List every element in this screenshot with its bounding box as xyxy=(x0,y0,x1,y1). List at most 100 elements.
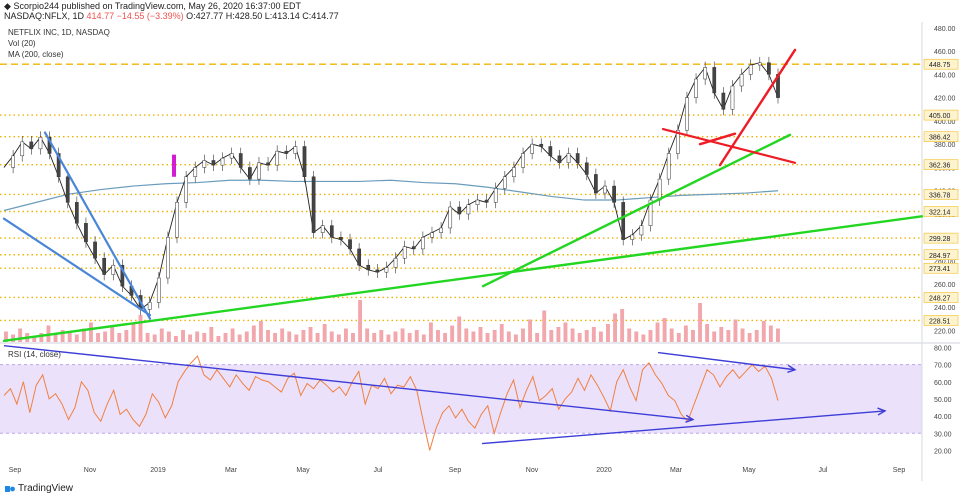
candle-body xyxy=(694,78,698,98)
volume-bar xyxy=(209,327,214,342)
level-price-label: 336.78 xyxy=(929,192,951,199)
volume-bar xyxy=(138,315,143,342)
volume-bar xyxy=(776,328,780,342)
volume-bar xyxy=(4,331,8,342)
candle-body xyxy=(266,162,270,166)
candle-body xyxy=(430,232,434,238)
volume-bar xyxy=(294,334,299,342)
rsi-tick-label: 20.00 xyxy=(934,448,952,455)
volume-bar xyxy=(450,325,455,342)
candle-body xyxy=(175,202,179,238)
volume-bar xyxy=(754,330,759,342)
volume-bar xyxy=(712,331,717,342)
time-axis: Sep Nov 2019 Mar May Jul Sep Nov 2020 Mar May Jul Se… xyxy=(9,467,906,474)
candle-body xyxy=(703,67,708,80)
volume-bar xyxy=(244,331,249,342)
candle-body xyxy=(357,248,361,266)
rsi-tick-label: 60.00 xyxy=(934,380,952,387)
long-support-trendline xyxy=(2,215,924,343)
time-tick-label: 2019 xyxy=(150,467,166,474)
candle-body xyxy=(202,160,207,168)
volume-bar xyxy=(683,325,688,342)
volume-bar xyxy=(322,324,327,342)
volume-bar xyxy=(216,336,221,342)
level-price-tag xyxy=(923,292,959,303)
falling-channel-line xyxy=(2,217,152,317)
level-price-label: 322.14 xyxy=(929,210,951,217)
level-price-label: 362.36 xyxy=(929,163,951,170)
volume-bar xyxy=(506,331,511,342)
trendlines[interactable] xyxy=(2,48,924,343)
candle-body xyxy=(566,153,571,164)
volume-bar xyxy=(584,330,589,342)
level-price-label: 248.27 xyxy=(929,295,951,302)
candle-body xyxy=(457,206,462,215)
volume-bar xyxy=(705,324,710,342)
candle-body xyxy=(339,237,343,240)
candle-body xyxy=(229,153,234,159)
candle-body xyxy=(120,264,125,287)
rsi-tick-label: 40.00 xyxy=(934,414,952,421)
candle-body xyxy=(293,146,298,154)
volume-bar xyxy=(110,327,115,342)
volume-bar xyxy=(188,334,193,342)
volume-bar xyxy=(230,328,235,342)
candle-body xyxy=(648,199,653,226)
rsi-tick-label: 30.00 xyxy=(934,431,952,438)
volume-bar xyxy=(768,325,773,342)
volume-bar xyxy=(499,324,504,342)
rsi-rising-trendline xyxy=(481,410,886,445)
candle-body xyxy=(384,267,389,273)
candle-body xyxy=(721,92,726,110)
level-price-tag xyxy=(923,189,959,200)
candle-body xyxy=(29,141,34,150)
price-tick-label: 400.00 xyxy=(934,119,956,126)
rsi-divergence-line xyxy=(657,351,796,371)
volume-bar xyxy=(761,321,766,342)
candle-body xyxy=(448,206,453,229)
candle-body xyxy=(493,188,498,203)
level-price-label: 299.28 xyxy=(929,236,951,243)
volume-bar xyxy=(747,333,752,342)
candle-body xyxy=(539,143,544,147)
price-tick-label: 260.00 xyxy=(934,282,956,289)
volume-bar xyxy=(428,322,433,342)
volume-bar xyxy=(379,330,384,342)
volume-bar xyxy=(478,327,483,342)
price-tick-label: 440.00 xyxy=(934,72,956,79)
price-chart-canvas[interactable]: 220.00240.00260.00280.00300.00320.00340.… xyxy=(0,22,960,481)
volume-bar xyxy=(698,303,702,342)
candle-body xyxy=(147,302,152,310)
candle-body xyxy=(220,157,225,166)
symbol-label[interactable]: NASDAQ:NFLX, 1D xyxy=(4,11,85,21)
rsi-panel xyxy=(3,345,887,451)
volume-bar xyxy=(471,331,476,342)
candle-body xyxy=(575,153,580,164)
rsi-band xyxy=(0,364,922,434)
volume-bar xyxy=(11,334,15,342)
time-tick-label: Nov xyxy=(84,467,97,474)
candle-body xyxy=(557,155,562,164)
candle-body xyxy=(302,146,307,178)
candle-body xyxy=(685,97,689,131)
volume-bar xyxy=(117,333,122,342)
volume-bar xyxy=(634,331,639,342)
candle-body xyxy=(530,143,534,154)
level-price-label: 273.41 xyxy=(929,266,951,273)
candle-body xyxy=(375,269,380,273)
rsi-tick-label: 50.00 xyxy=(934,397,952,404)
volume-bar xyxy=(591,327,596,342)
level-price-tag xyxy=(923,262,959,274)
volume-bar xyxy=(627,328,632,342)
candle-body xyxy=(657,178,662,201)
volume-bar xyxy=(521,328,525,342)
candle-body xyxy=(421,237,425,250)
time-tick-label: Sep xyxy=(449,467,462,474)
candle-body xyxy=(475,199,480,205)
volume-bar xyxy=(351,333,355,342)
volume-bar xyxy=(577,333,582,342)
volume-bar xyxy=(343,328,348,342)
time-tick-label: Sep xyxy=(9,467,22,474)
volume-bar xyxy=(726,330,731,342)
rsi-tick-label: 80.00 xyxy=(934,345,952,352)
